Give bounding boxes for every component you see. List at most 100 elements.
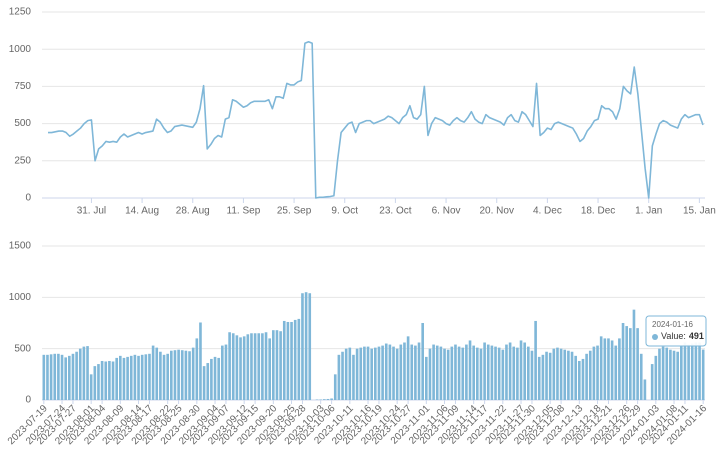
bar [140,354,144,400]
bar [93,366,97,400]
bar [701,349,705,400]
tooltip-title: 2024-01-16 [652,320,693,329]
bar [184,350,188,400]
bar [530,350,534,400]
bar [42,354,46,400]
bar [119,355,122,400]
bar [348,347,352,400]
bar [428,348,432,400]
bar [366,346,370,400]
bar [490,345,494,400]
bar [177,349,180,400]
x-tick-label: 23. Oct [379,206,411,217]
bar [151,345,155,400]
bar [257,333,261,400]
bar [253,333,257,400]
bar [567,350,570,400]
bar [337,354,341,400]
bar [392,346,395,400]
bar [534,320,537,400]
bar [570,351,574,400]
bar [381,345,384,400]
bar [650,364,654,400]
bar [162,354,166,400]
bar [443,348,446,400]
bar [246,334,250,400]
bar [221,345,224,400]
bar [352,354,355,400]
x-tick-label: 20. Nov [479,206,513,217]
bar [435,345,439,400]
bar [508,342,512,400]
bar [556,347,559,400]
bar [129,355,133,400]
bar [588,350,592,400]
tooltip-box [645,315,707,347]
bar [64,357,67,400]
bar [676,351,679,400]
bar [516,347,519,400]
bar [654,355,658,400]
bar [202,366,206,400]
bar [166,353,169,400]
bar [235,335,239,400]
bar [275,330,279,400]
bar [545,351,548,400]
x-tick-label: 31. Jul [77,206,106,217]
bar [596,345,599,400]
bar [581,358,585,400]
bar [468,340,472,400]
bar [494,346,497,400]
bar [341,351,344,400]
bar [559,348,563,400]
bar [100,360,104,400]
bar [574,355,577,400]
bar [122,357,126,400]
y-tick-label: 1000 [9,292,32,303]
bar [501,349,505,400]
bar [217,357,220,400]
bar [301,293,304,400]
bar [374,347,377,400]
bar [563,349,567,400]
bar [512,346,516,400]
bar [210,358,213,400]
bar [585,353,588,400]
bar [603,338,607,400]
bar [89,374,93,400]
bar [319,399,322,400]
bar [170,350,173,400]
tooltip-label: Value: [661,331,686,341]
bar [403,342,406,400]
bar [290,321,293,400]
bar [665,347,669,400]
x-tick-label: 18. Dec [581,206,615,217]
bar [629,328,632,400]
bar [421,323,424,400]
bar [632,309,636,400]
bar [297,318,301,400]
bar [261,333,264,400]
bar [636,328,639,400]
bar [315,399,319,400]
bar [323,399,326,400]
bar [457,346,461,400]
x-tick-label: 15. Jan [683,206,716,217]
bar [57,353,60,400]
bar [454,344,457,400]
bar [264,332,268,400]
bar [272,330,275,400]
bar [144,354,148,400]
x-tick-label: 14. Aug [125,206,159,217]
bar [432,344,435,400]
bar [599,336,603,400]
bar [191,347,195,400]
tooltip-text: Value: 491 [661,331,704,341]
bar [476,347,479,400]
bar [108,360,111,400]
bar [286,321,290,400]
bar [228,332,231,400]
bar [49,354,53,400]
y-tick-label: 1250 [9,7,32,18]
